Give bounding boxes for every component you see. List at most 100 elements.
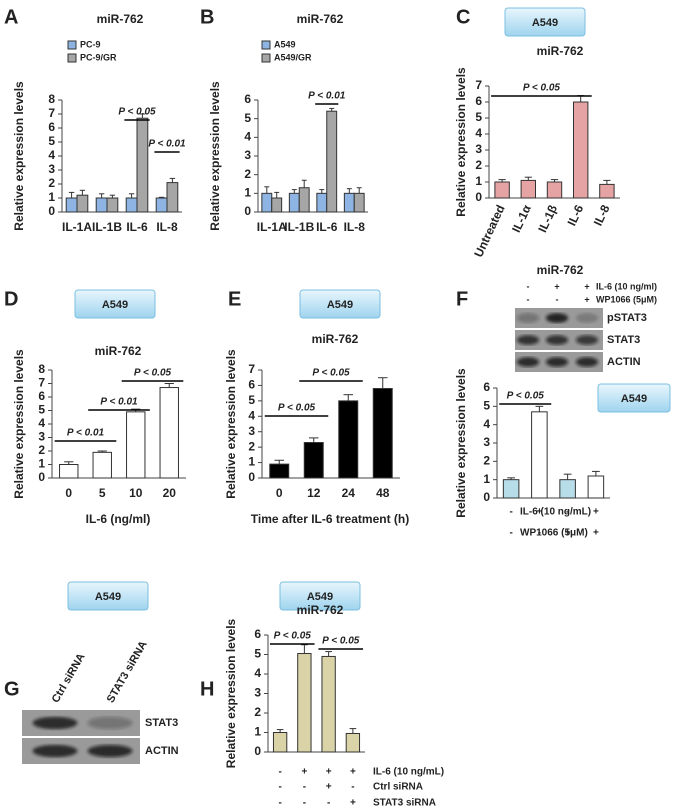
y-tick-label: 2 (248, 439, 255, 453)
blot-band (516, 313, 540, 323)
y-tick-label: 2 (254, 705, 261, 719)
bar (303, 442, 324, 479)
significance-label: P < 0.01 (100, 397, 138, 408)
bar (125, 197, 138, 213)
blot-band (545, 335, 569, 345)
condition-label: WP1066 (5μM) (520, 528, 588, 539)
x-tick-label: 24 (342, 486, 356, 500)
chart-title: miR-762 (312, 332, 359, 346)
y-tick-label: 5 (248, 393, 255, 407)
y-tick-label: 6 (475, 94, 482, 108)
bar (520, 179, 537, 199)
y-tick-label: 2 (38, 443, 45, 457)
condition-label: STAT3 siRNA (373, 798, 436, 809)
condition-sign: + (593, 528, 599, 539)
blot-band (575, 335, 599, 345)
legend-swatch (67, 53, 77, 63)
panel-letter: G (4, 678, 20, 700)
condition-sign: + (350, 767, 356, 778)
y-tick-label: 6 (38, 389, 45, 403)
significance-label: P < 0.01 (308, 91, 346, 102)
bar (269, 463, 290, 479)
badge-label: A549 (327, 299, 353, 311)
y-tick-label: 6 (244, 92, 251, 106)
x-tick-label: IL-6 (316, 220, 338, 234)
y-tick-label: 7 (475, 78, 482, 92)
y-axis-label: Relative expression levels (224, 349, 238, 499)
bar (106, 197, 119, 213)
band-label: STAT3 (607, 334, 640, 346)
y-tick-label: 3 (38, 430, 45, 444)
chart-title: miR-762 (537, 263, 584, 277)
y-tick-label: 5 (254, 647, 261, 661)
bar (272, 732, 288, 753)
y-tick-label: 5 (38, 403, 45, 417)
condition-sign: - (327, 798, 330, 809)
bar (65, 197, 78, 213)
bar (159, 387, 179, 479)
y-tick-label: 3 (244, 148, 251, 162)
panel-letter: B (200, 6, 214, 28)
bar (345, 732, 361, 753)
legend-label: A549 (274, 39, 296, 49)
y-axis-label: Relative expression levels (454, 67, 468, 217)
y-tick-label: 4 (248, 408, 255, 422)
blot-condition: WP1066 (5μM) (596, 294, 657, 304)
y-tick-label: 0 (475, 190, 482, 204)
condition-label: IL-6 (10 ng/mL) (373, 767, 444, 778)
badge-box (74, 289, 156, 319)
y-axis-label: Relative expression levels (208, 81, 222, 231)
condition-sign: - (566, 507, 569, 518)
x-tick-label: IL-1B (284, 220, 314, 234)
condition-sign: - (303, 798, 306, 809)
x-axis-label: IL-6 (ng/ml) (86, 512, 151, 526)
y-tick-label: 5 (244, 111, 251, 125)
y-tick-label: 1 (38, 457, 45, 471)
significance-label: P < 0.05 (278, 403, 316, 414)
blot-band (545, 357, 569, 367)
blot-band (87, 716, 133, 730)
blot-sign: - (527, 294, 530, 304)
y-tick-label: 8 (48, 92, 55, 106)
bar (546, 181, 563, 199)
blot-band (516, 335, 540, 345)
blot-band (516, 357, 540, 367)
condition-sign: + (326, 782, 332, 793)
legend-label: PC-9 (80, 39, 101, 49)
y-tick-label: 6 (48, 120, 55, 134)
y-tick-label: 5 (48, 134, 55, 148)
y-tick-label: 0 (483, 490, 490, 504)
condition-sign: - (509, 507, 512, 518)
blot-sign: - (556, 294, 559, 304)
bar (59, 464, 79, 479)
significance-label: P < 0.05 (523, 83, 561, 94)
x-tick-label: 0 (65, 486, 72, 500)
condition-label: IL-6 (10 ng/mL) (520, 507, 591, 518)
bar (599, 183, 615, 199)
bar (321, 655, 336, 753)
y-tick-label: 0 (244, 204, 251, 218)
bar (343, 192, 355, 213)
blot-band (32, 716, 78, 730)
y-tick-label: 6 (248, 378, 255, 392)
chart-title: miR-762 (297, 603, 344, 617)
badge-box (299, 289, 381, 319)
badge-label: A549 (621, 393, 647, 405)
y-axis-label: Relative expression levels (12, 349, 26, 499)
bar (559, 479, 576, 499)
x-tick-label: 20 (163, 486, 177, 500)
chart-title: miR-762 (97, 12, 144, 26)
y-tick-label: 2 (48, 176, 55, 190)
condition-sign: + (565, 528, 571, 539)
chart-title: miR-762 (95, 344, 142, 358)
bar (587, 475, 605, 499)
blot-condition: IL-6 (10 ng/ml) (596, 281, 657, 291)
badge-label: A549 (307, 591, 333, 603)
badge-label: A549 (95, 591, 121, 603)
y-tick-label: 3 (475, 142, 482, 156)
badge-box (67, 581, 149, 611)
lane-label: Ctrl siRNA (50, 651, 88, 705)
x-tick-label: IL-6 (126, 220, 148, 234)
y-tick-label: 0 (248, 470, 255, 484)
legend-swatch (67, 40, 77, 50)
